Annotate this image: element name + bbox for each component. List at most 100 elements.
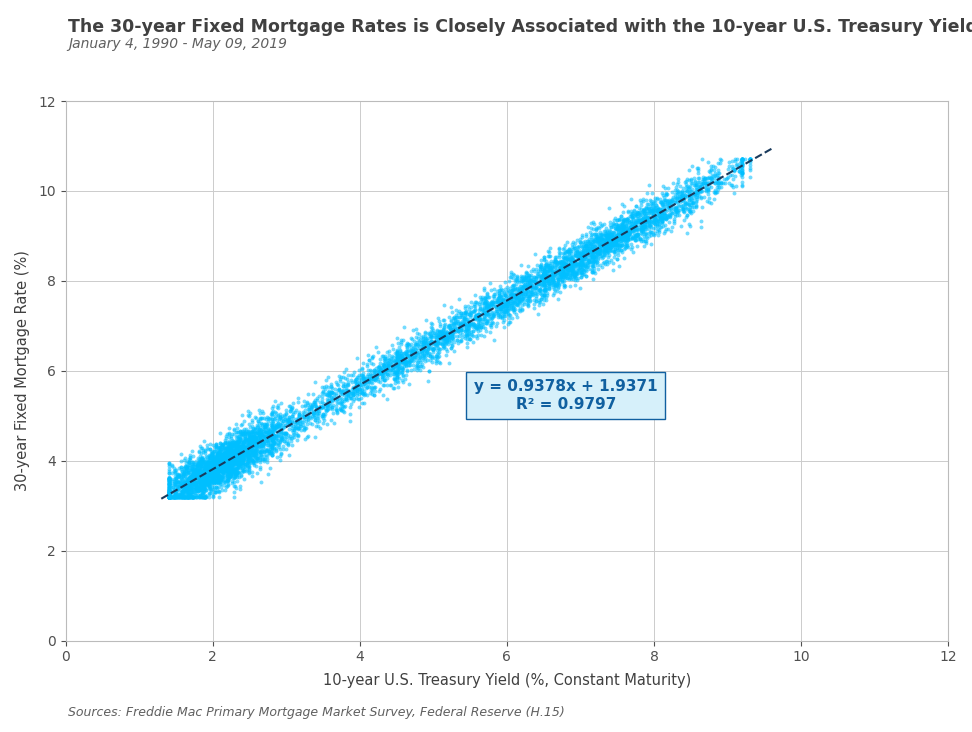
Point bbox=[160, 482, 176, 494]
Point bbox=[196, 491, 212, 503]
Point bbox=[618, 242, 634, 253]
Text: y = 0.9378x + 1.9371
R² = 0.9797: y = 0.9378x + 1.9371 R² = 0.9797 bbox=[474, 379, 658, 412]
Point bbox=[592, 247, 608, 259]
Point bbox=[160, 491, 176, 503]
Point bbox=[192, 467, 208, 479]
Point bbox=[196, 477, 212, 489]
Point bbox=[450, 317, 466, 329]
Point bbox=[546, 255, 562, 267]
Point bbox=[187, 490, 202, 501]
Point bbox=[691, 176, 707, 187]
Point bbox=[618, 214, 634, 225]
Point bbox=[708, 161, 723, 173]
Point bbox=[470, 329, 486, 340]
Point bbox=[228, 454, 244, 466]
Point bbox=[195, 471, 211, 482]
Point bbox=[533, 294, 548, 305]
Point bbox=[479, 287, 495, 299]
Point bbox=[703, 176, 718, 187]
Point bbox=[570, 274, 585, 285]
Point bbox=[398, 348, 413, 359]
Point bbox=[625, 223, 641, 235]
Point bbox=[208, 460, 224, 472]
Point bbox=[367, 385, 383, 397]
Point bbox=[517, 272, 533, 284]
Point bbox=[457, 302, 472, 314]
Point bbox=[329, 400, 344, 412]
Point bbox=[183, 482, 198, 494]
Point bbox=[229, 426, 245, 438]
Point bbox=[530, 288, 545, 299]
Point bbox=[203, 458, 219, 469]
Point bbox=[234, 464, 250, 476]
Point bbox=[203, 468, 219, 479]
Point bbox=[246, 456, 261, 468]
Point bbox=[225, 458, 240, 469]
Point bbox=[323, 387, 338, 399]
Point bbox=[381, 359, 397, 371]
Point bbox=[321, 386, 336, 398]
Point bbox=[238, 449, 254, 460]
Point bbox=[194, 471, 210, 482]
Point bbox=[600, 244, 615, 256]
Point bbox=[204, 460, 220, 471]
Point bbox=[559, 268, 574, 280]
Point bbox=[625, 212, 641, 224]
Point bbox=[255, 437, 270, 449]
Point bbox=[194, 475, 210, 487]
Point bbox=[249, 419, 264, 430]
Point bbox=[170, 482, 186, 493]
Point bbox=[213, 470, 228, 482]
Point bbox=[546, 274, 562, 286]
Point bbox=[710, 170, 725, 182]
Point bbox=[225, 460, 240, 471]
Point bbox=[209, 457, 225, 468]
Point bbox=[571, 247, 586, 258]
Point bbox=[392, 349, 407, 361]
Point bbox=[612, 231, 628, 242]
Point bbox=[232, 450, 248, 462]
Point bbox=[240, 433, 256, 445]
Point bbox=[580, 242, 596, 254]
Point bbox=[253, 438, 268, 450]
Point bbox=[338, 388, 354, 400]
Point bbox=[627, 231, 642, 242]
Point bbox=[240, 405, 256, 417]
Point bbox=[245, 438, 260, 450]
Point bbox=[565, 236, 580, 248]
Point bbox=[577, 259, 593, 271]
Point bbox=[211, 471, 226, 483]
Point bbox=[160, 476, 176, 488]
Point bbox=[179, 475, 194, 487]
Point bbox=[160, 491, 176, 503]
Point bbox=[633, 217, 648, 228]
Point bbox=[425, 324, 440, 336]
Point bbox=[221, 471, 236, 483]
Point bbox=[197, 446, 213, 458]
Point bbox=[185, 467, 200, 479]
Point bbox=[205, 447, 221, 459]
Point bbox=[410, 356, 426, 367]
Point bbox=[160, 490, 176, 502]
Point bbox=[553, 270, 569, 282]
Point bbox=[609, 253, 625, 265]
Point bbox=[574, 263, 590, 274]
Point bbox=[699, 179, 714, 191]
Point bbox=[628, 220, 643, 232]
Point bbox=[573, 229, 589, 241]
Point bbox=[586, 228, 602, 239]
Point bbox=[198, 477, 214, 489]
Point bbox=[636, 217, 651, 228]
Point bbox=[490, 294, 505, 306]
Point bbox=[227, 450, 243, 462]
Point bbox=[579, 261, 595, 273]
Point bbox=[519, 283, 535, 294]
Point bbox=[561, 243, 576, 255]
Point bbox=[531, 270, 546, 282]
Point bbox=[609, 222, 625, 234]
Point bbox=[181, 491, 196, 503]
Point bbox=[434, 325, 449, 337]
Point bbox=[494, 299, 509, 311]
Point bbox=[676, 203, 691, 214]
Point bbox=[252, 447, 267, 458]
